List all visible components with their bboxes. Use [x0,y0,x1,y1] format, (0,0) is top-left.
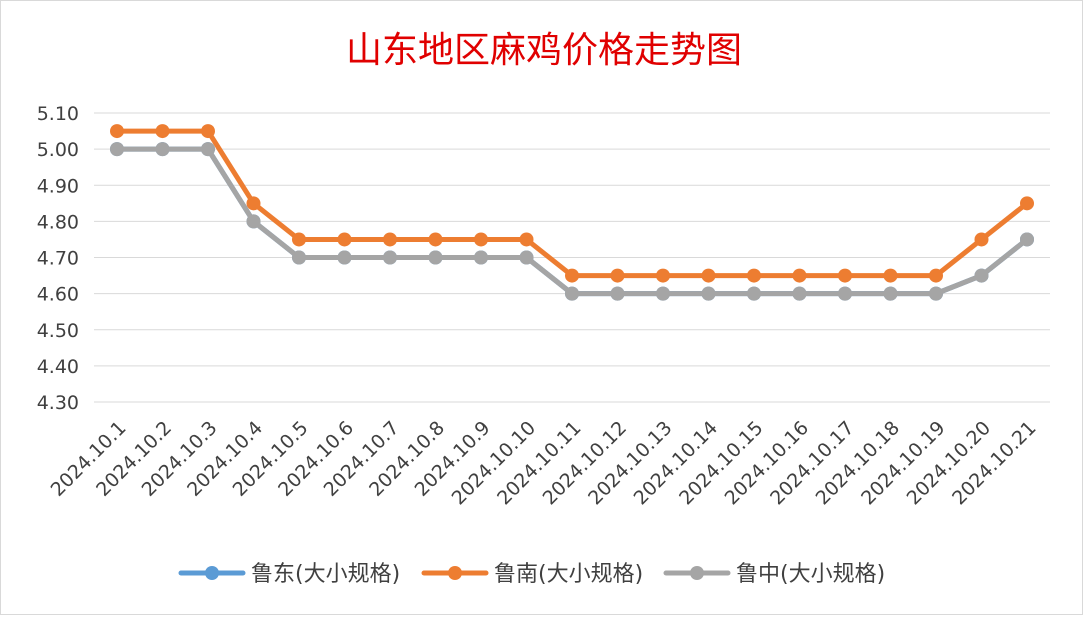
legend-swatch-marker [205,566,219,580]
data-point [1020,196,1034,211]
y-tick-label: 4.40 [37,356,79,378]
y-tick-label: 4.60 [37,284,79,306]
data-point [883,268,898,283]
legend-swatch-marker [690,566,704,580]
data-point [838,268,852,283]
data-point [201,142,215,157]
y-tick-label: 5.10 [37,103,79,125]
data-point [565,268,579,283]
series-2 [110,124,1034,283]
data-point [929,268,943,283]
data-point [792,268,807,283]
y-tick-label: 4.90 [37,175,79,197]
data-point [246,196,261,211]
data-point [656,286,670,301]
data-point [974,232,989,247]
data-point [701,268,716,283]
data-point [519,232,534,247]
data-point [838,286,852,301]
y-tick-label: 5.00 [37,139,79,161]
series-group [110,124,1034,301]
legend-label: 鲁东(大小规格) [251,562,400,587]
legend-swatch-marker [448,566,462,580]
data-point [747,268,761,283]
legend-label: 鲁中(大小规格) [736,562,885,587]
data-point [337,232,352,247]
data-point [610,286,625,301]
legend-item: 鲁中(大小规格) [663,562,885,587]
data-point [337,250,352,265]
gridlines [94,112,1050,403]
data-point [155,142,170,157]
data-point [792,286,807,301]
data-point [428,250,443,265]
data-point [656,268,670,283]
data-point [701,286,716,301]
y-tick-label: 4.70 [37,248,79,270]
data-point [474,232,488,247]
data-point [292,250,306,265]
data-point [110,142,124,157]
data-point [747,286,761,301]
y-tick-label: 4.80 [37,211,79,233]
legend-item: 鲁东(大小规格) [178,562,400,587]
data-point [474,250,488,265]
data-point [292,232,306,247]
data-point [383,250,397,265]
data-point [929,286,943,301]
data-point [519,250,534,265]
chart-title: 山东地区麻鸡价格走势图 [346,30,742,71]
data-point [428,232,443,247]
data-point [383,232,397,247]
x-axis-ticks: 2024.10.12024.10.22024.10.32024.10.42024… [47,417,1041,509]
y-axis-ticks: 5.10 5.00 4.90 4.80 4.70 4.60 4.50 4.40 4.30 [37,103,79,414]
legend-item: 鲁南(大小规格) [421,562,643,587]
series-3 [110,142,1034,301]
y-tick-label: 4.50 [37,320,79,342]
data-point [201,124,215,139]
data-point [155,124,170,139]
data-point [565,286,579,301]
data-point [974,268,989,283]
data-point [110,124,124,139]
y-tick-label: 4.30 [37,392,79,414]
legend: 鲁东(大小规格) 鲁南(大小规格) 鲁中(大小规格) [178,562,885,587]
data-point [883,286,898,301]
data-point [610,268,625,283]
legend-label: 鲁南(大小规格) [494,562,643,587]
data-point [246,214,261,229]
data-point [1020,232,1034,247]
